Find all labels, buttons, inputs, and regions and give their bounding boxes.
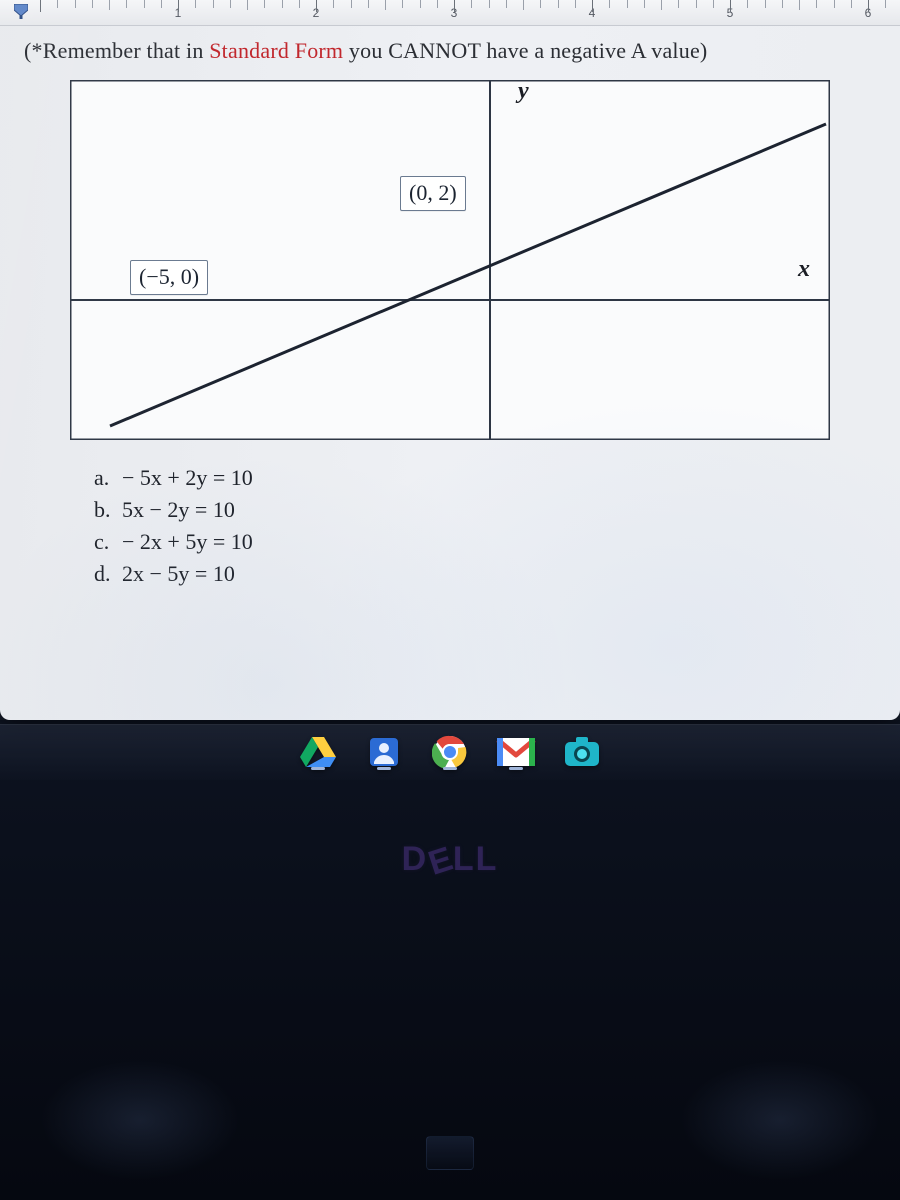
reflection-center (426, 1136, 474, 1170)
drive-icon[interactable] (298, 732, 338, 772)
contacts-icon[interactable] (364, 732, 404, 772)
reminder-text: (*Remember that in Standard Form you CAN… (24, 38, 876, 64)
reflection-left (40, 1060, 240, 1180)
choice-b: b.5x − 2y = 10 (94, 494, 876, 526)
reminder-red: Standard Form (209, 38, 343, 63)
gmail-icon[interactable] (496, 732, 536, 772)
answer-choices: a.− 5x + 2y = 10 b.5x − 2y = 10 c.− 2x +… (94, 462, 876, 590)
point-label-neg5-0: (−5, 0) (130, 260, 208, 295)
indent-marker-icon[interactable] (14, 4, 28, 20)
x-axis-label: x (798, 256, 810, 283)
taskbar (0, 724, 900, 780)
dell-logo: DELL (402, 840, 499, 879)
camera-icon[interactable] (562, 732, 602, 772)
chrome-icon[interactable] (430, 732, 470, 772)
page-content: (*Remember that in Standard Form you CAN… (0, 26, 900, 610)
choice-d: d.2x − 5y = 10 (94, 558, 876, 590)
choice-c: c.− 2x + 5y = 10 (94, 526, 876, 558)
y-axis-label: y (518, 78, 529, 105)
reminder-suffix: you CANNOT have a negative A value) (343, 38, 707, 63)
choice-a: a.− 5x + 2y = 10 (94, 462, 876, 494)
reminder-prefix: (*Remember that in (24, 38, 209, 63)
reflection-right (680, 1060, 880, 1180)
point-label-0-2: (0, 2) (400, 176, 466, 211)
photo-root: 123456 (*Remember that in Standard Form … (0, 0, 900, 1200)
document-window: 123456 (*Remember that in Standard Form … (0, 0, 900, 720)
graph: y x (0, 2) (−5, 0) (70, 80, 830, 440)
ruler: 123456 (0, 0, 900, 26)
